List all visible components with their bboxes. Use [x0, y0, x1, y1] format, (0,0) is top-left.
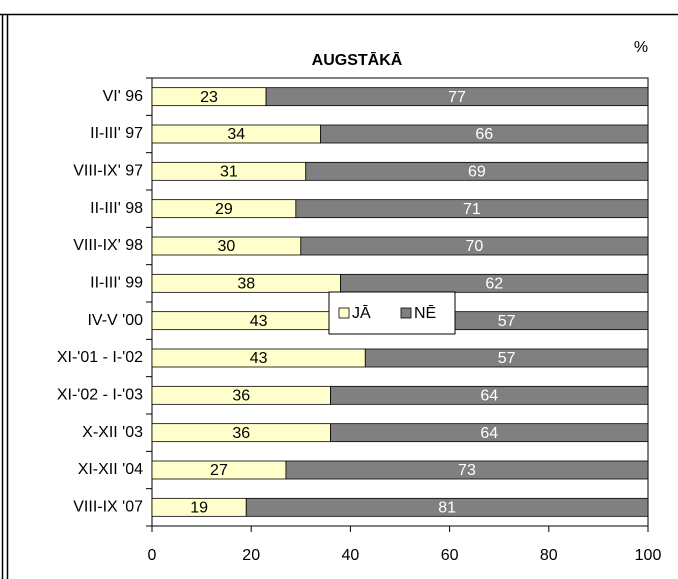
y-tick-label: XI-XII '04 [78, 461, 143, 478]
value-label: 57 [498, 313, 516, 330]
bar-segment [330, 423, 649, 443]
y-tick-label: VI' 96 [103, 88, 144, 105]
value-label: 38 [237, 276, 255, 293]
x-tick-label: 80 [540, 547, 558, 564]
bar-segment [340, 273, 649, 293]
value-label: 77 [448, 89, 466, 106]
value-label: 69 [468, 164, 486, 181]
value-label: 30 [218, 238, 236, 255]
bar-segment [300, 236, 649, 256]
x-tick-label: 60 [441, 547, 459, 564]
value-label: 19 [190, 500, 208, 517]
legend-swatch [338, 307, 350, 319]
x-tick-label: 20 [242, 547, 260, 564]
legend-swatch [400, 307, 412, 319]
bar-segment [265, 87, 649, 107]
y-tick-label: VIII-IX' 97 [73, 163, 143, 180]
y-tick-label: II-III' 99 [90, 275, 143, 292]
value-label: 27 [210, 462, 228, 479]
unit-label: % [634, 39, 648, 56]
value-label: 36 [232, 425, 250, 442]
legend: JĀ NĒ [328, 291, 456, 335]
value-label: 64 [480, 425, 498, 442]
value-label: 66 [475, 126, 493, 143]
chart-title: AUGSTĀKĀ [312, 50, 403, 69]
y-tick-label: VIII-IX '07 [73, 499, 143, 516]
value-label: 73 [458, 462, 476, 479]
bar-segment [330, 385, 649, 405]
x-tick-label: 0 [148, 547, 157, 564]
x-tick-label: 100 [635, 547, 662, 564]
value-label: 31 [220, 164, 238, 181]
value-label: 71 [463, 201, 481, 218]
value-label: 29 [215, 201, 233, 218]
bar-segment [320, 124, 649, 144]
bar-segment [364, 348, 649, 368]
bar-segment [285, 460, 649, 480]
legend-box [328, 291, 456, 335]
bar-segment [305, 161, 649, 181]
y-tick-label: IV-V '00 [87, 312, 143, 329]
y-tick-label: X-XII '03 [82, 424, 143, 441]
value-label: 36 [232, 388, 250, 405]
y-tick-label: II-III' 97 [90, 125, 143, 142]
value-label: 43 [250, 350, 268, 367]
value-label: 34 [227, 126, 245, 143]
value-label: 70 [466, 238, 484, 255]
legend-label: NĒ [414, 304, 436, 322]
y-tick-label: II-III' 98 [90, 200, 143, 217]
y-tick-label: VIII-IX' 98 [73, 237, 143, 254]
value-label: 57 [498, 350, 516, 367]
legend-label: JĀ [352, 304, 371, 322]
bar-segment [295, 199, 649, 219]
value-label: 64 [480, 388, 498, 405]
value-label: 43 [250, 313, 268, 330]
value-label: 62 [485, 276, 503, 293]
y-tick-label: XI-'01 - I-'02 [57, 349, 143, 366]
bar-segment [245, 497, 649, 517]
value-label: 81 [438, 500, 456, 517]
value-label: 23 [200, 89, 218, 106]
y-tick-label: XI-'02 - I-'03 [57, 387, 143, 404]
x-tick-label: 40 [342, 547, 360, 564]
